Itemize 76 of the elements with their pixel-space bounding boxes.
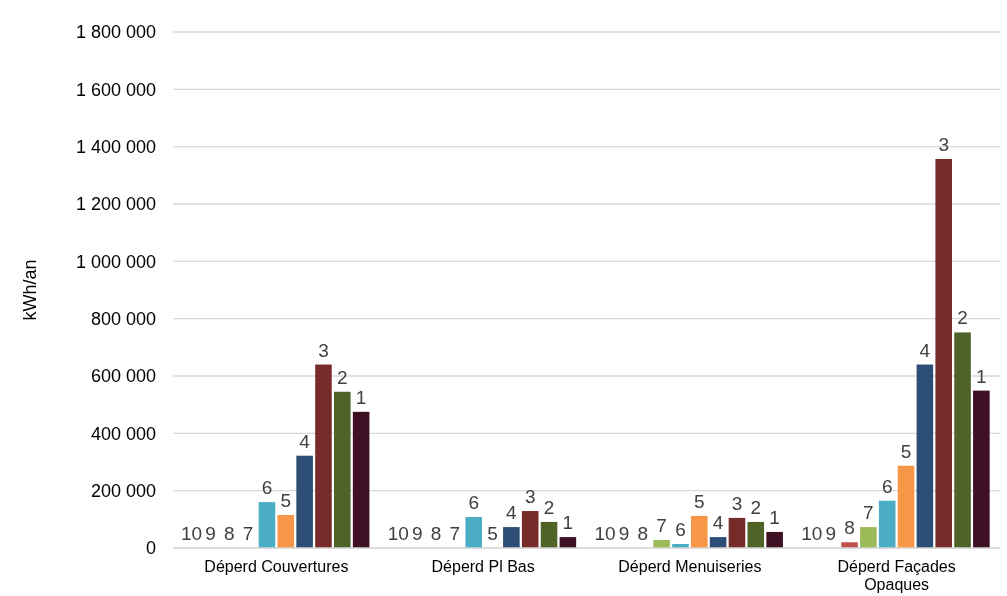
x-tick-label: Déperd Pl Bas	[431, 558, 535, 575]
text: 7	[863, 502, 874, 524]
text: 9	[205, 523, 216, 544]
y-tick-label: 1 200 000	[75, 194, 156, 215]
bar	[296, 455, 313, 548]
text: 8	[637, 523, 649, 544]
bar	[691, 515, 708, 548]
text: 10	[801, 523, 823, 544]
bar	[747, 521, 765, 548]
y-tick-label: 0	[145, 538, 156, 559]
x-tick-label: Déperd Façades Opaques	[837, 558, 956, 593]
series-label: 4	[299, 430, 311, 452]
series-label: 5	[280, 490, 292, 512]
text: 8	[430, 523, 442, 544]
y-tick-label: 800 000	[90, 308, 156, 329]
text: 6	[675, 518, 686, 540]
bar	[315, 364, 332, 548]
text: 9	[411, 523, 423, 544]
series-label: 1	[355, 386, 367, 408]
bar	[973, 390, 990, 548]
y-tick-label: 1 800 000	[75, 22, 156, 43]
text: 4	[919, 339, 931, 361]
text: 5	[900, 440, 912, 462]
text: 1	[562, 512, 574, 534]
text: 3	[938, 133, 949, 155]
text: 4	[506, 502, 517, 524]
bar	[334, 391, 351, 548]
y-tick-label: 1 000 000	[75, 251, 156, 272]
text: 8	[224, 523, 235, 544]
series-label: 6	[261, 477, 273, 499]
text: 7	[242, 523, 254, 544]
series-label: 7	[656, 514, 667, 536]
text: 3	[524, 486, 536, 508]
bar	[935, 158, 952, 548]
text: 1	[769, 506, 780, 528]
bar	[503, 527, 520, 548]
text: 2	[750, 496, 762, 518]
bar	[540, 521, 558, 548]
y-axis-title: kWh/an	[20, 259, 40, 321]
text: 1	[976, 365, 987, 387]
text: 7	[449, 523, 461, 544]
bar	[277, 515, 295, 548]
bar	[916, 364, 934, 548]
y-tick-label: 1 600 000	[75, 79, 156, 100]
y-tick-label: 400 000	[90, 423, 156, 444]
text: 10	[387, 523, 409, 544]
text: 3	[731, 492, 743, 514]
series-label: 2	[337, 366, 348, 388]
text: 6	[468, 492, 479, 514]
text: 9	[825, 523, 836, 544]
y-tick-label: 200 000	[90, 480, 156, 501]
bar	[860, 527, 877, 548]
x-tick-label: Déperd Menuiseries	[618, 558, 762, 575]
y-tick-label: 1 400 000	[75, 136, 156, 157]
bar	[897, 465, 915, 548]
text: 5	[487, 523, 498, 544]
bar	[954, 332, 971, 548]
text: 10	[594, 523, 616, 544]
text: 6	[881, 475, 893, 497]
text: 9	[618, 523, 630, 544]
text: 4	[712, 512, 724, 534]
bar	[521, 511, 539, 548]
x-tick-label: Déperd Couvertures	[204, 558, 349, 575]
y-tick-label: 600 000	[90, 366, 156, 387]
series-label: 8	[844, 517, 855, 539]
text: 10	[181, 523, 203, 544]
bar	[465, 517, 482, 548]
text: 2	[543, 496, 555, 518]
text: 2	[957, 307, 968, 329]
bar	[258, 502, 276, 548]
bar	[352, 411, 370, 548]
bar	[766, 531, 783, 548]
series-label: 3	[318, 339, 329, 361]
bar	[728, 517, 746, 548]
bar	[878, 500, 896, 548]
text: 5	[694, 490, 705, 512]
